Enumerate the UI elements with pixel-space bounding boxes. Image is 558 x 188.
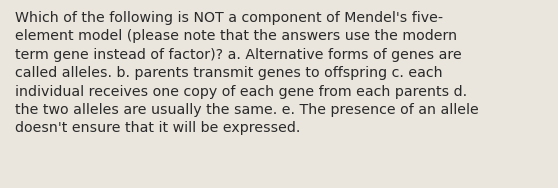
Text: Which of the following is NOT a component of Mendel's five-
element model (pleas: Which of the following is NOT a componen… (16, 11, 479, 135)
